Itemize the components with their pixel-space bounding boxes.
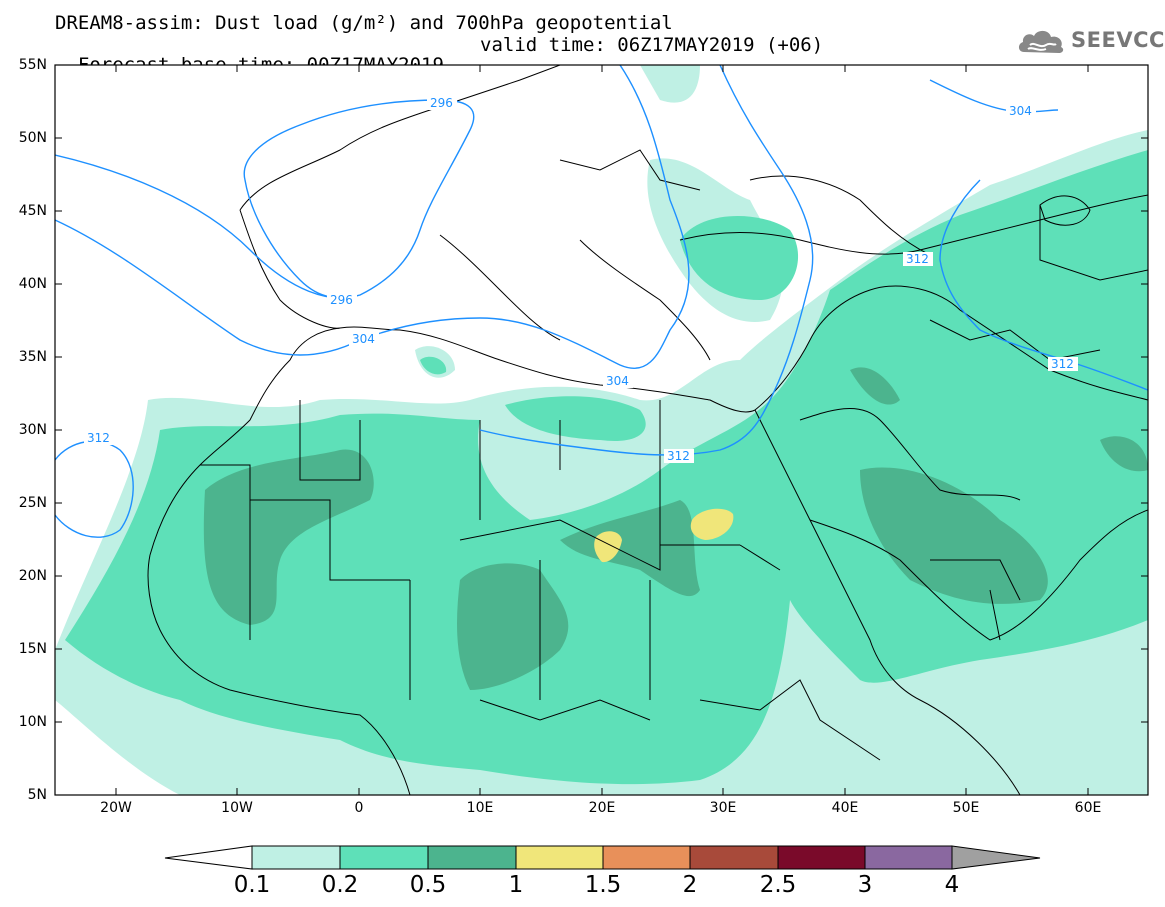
lon-label: 30E xyxy=(709,800,737,816)
colorbar-swatch xyxy=(602,845,691,870)
colorbar-swatch xyxy=(251,845,341,870)
lon-label: 10E xyxy=(466,800,494,816)
coastlines xyxy=(147,65,1148,795)
colorbar-high-arrow xyxy=(951,845,1041,870)
colorbar-swatch xyxy=(427,845,517,870)
colorbar-label: 2.5 xyxy=(759,872,797,898)
dust-level-1 xyxy=(594,508,734,563)
colorbar-label: 2 xyxy=(682,872,698,898)
geopotential-contours xyxy=(55,65,1148,538)
lon-label: 10W xyxy=(221,800,253,816)
lon-label: 20W xyxy=(100,800,132,816)
lon-label: 40E xyxy=(831,800,859,816)
axis-ticks xyxy=(55,64,1148,795)
lat-label: 25N xyxy=(18,495,47,511)
lat-label: 40N xyxy=(18,276,47,292)
contour-label: 304 xyxy=(1009,104,1032,118)
contour-label: 312 xyxy=(1051,357,1074,371)
seevccc-logo: SEEVCCC xyxy=(1016,26,1165,56)
map-title: DREAM8-assim: Dust load (g/m²) and 700hP… xyxy=(55,12,673,34)
lon-label: 50E xyxy=(952,800,980,816)
dust-level-0-2 xyxy=(65,150,1148,785)
colorbar-label: 0.2 xyxy=(321,872,359,898)
contour-label: 312 xyxy=(87,431,110,445)
lat-label: 10N xyxy=(18,714,47,730)
lon-label: 0 xyxy=(354,800,364,816)
logo-text: SEEVCCC xyxy=(1071,28,1165,52)
lat-label: 55N xyxy=(18,57,47,73)
colorbar-label: 4 xyxy=(944,872,960,898)
lat-label: 30N xyxy=(18,422,47,438)
colorbar-swatch xyxy=(339,845,429,870)
lat-label: 50N xyxy=(18,130,47,146)
lat-label: 45N xyxy=(18,203,47,219)
colorbar-label: 0.1 xyxy=(233,872,271,898)
lat-label: 35N xyxy=(18,349,47,365)
lon-label: 20E xyxy=(588,800,616,816)
colorbar-label: 3 xyxy=(857,872,873,898)
colorbar-label: 1 xyxy=(508,872,524,898)
contour-label: 296 xyxy=(330,293,353,307)
colorbar-swatch xyxy=(515,845,604,870)
cloud-logo-icon xyxy=(1018,30,1064,53)
colorbar-swatch xyxy=(864,845,953,870)
colorbar xyxy=(164,845,1041,870)
lat-label: 15N xyxy=(18,641,47,657)
colorbar-swatch xyxy=(689,845,779,870)
lat-label: 20N xyxy=(18,568,47,584)
colorbar-low-arrow xyxy=(164,845,253,870)
lon-label: 60E xyxy=(1074,800,1102,816)
contour-label: 304 xyxy=(606,374,629,388)
colorbar-label: 0.5 xyxy=(409,872,447,898)
contour-label: 304 xyxy=(352,332,375,346)
colorbar-label: 1.5 xyxy=(584,872,622,898)
contour-label: 312 xyxy=(667,449,690,463)
contour-label: 312 xyxy=(906,252,929,266)
contour-labels: 296 296 304 304 312 312 312 304 312 xyxy=(84,96,1078,463)
colorbar-swatch xyxy=(777,845,866,870)
contour-label: 296 xyxy=(430,96,453,110)
valid-time: valid time: 06Z17MAY2019 (+06) xyxy=(480,34,824,56)
lat-label: 5N xyxy=(27,787,47,803)
